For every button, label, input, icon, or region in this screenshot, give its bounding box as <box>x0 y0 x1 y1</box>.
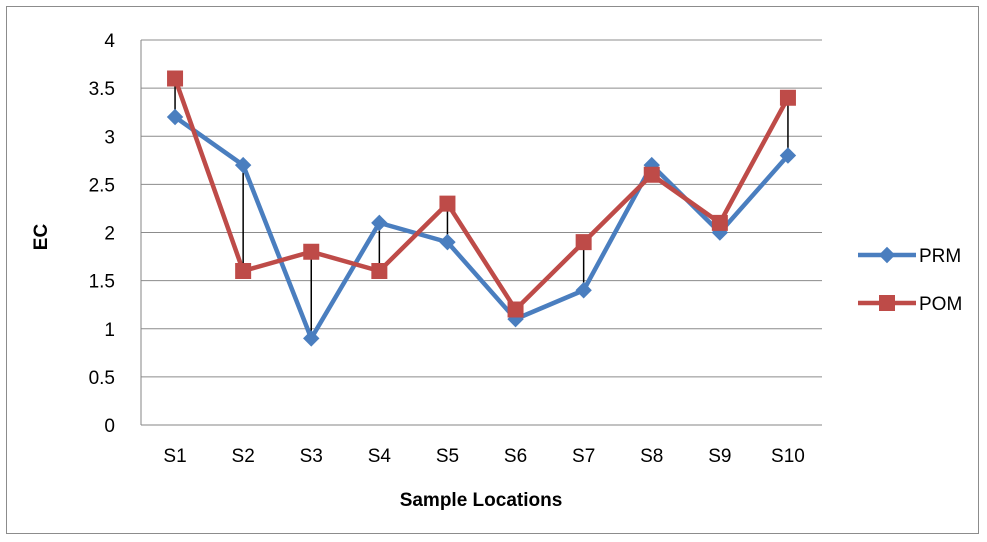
y-tick-label: 4 <box>104 31 115 52</box>
data-point-prm <box>779 147 797 164</box>
data-point-pom <box>507 301 524 318</box>
x-tick-label: S10 <box>771 446 805 467</box>
series-pom <box>167 70 796 318</box>
data-point-prm <box>371 214 388 232</box>
data-point-pom <box>167 70 184 87</box>
series-line-prm <box>173 115 790 341</box>
data-point-pom <box>575 234 592 251</box>
gridlines <box>140 39 822 426</box>
x-tick-label: S7 <box>572 446 595 467</box>
data-point-pom <box>303 243 320 260</box>
legend-marker <box>878 246 896 264</box>
legend-label: POM <box>919 294 962 315</box>
y-tick-label: 1.5 <box>89 272 115 293</box>
y-tick-label: 1 <box>104 320 115 341</box>
x-tick-labels: S1 S2 S3 S4 S5 S6 S7 S8 S9 S10 <box>163 446 804 467</box>
data-point-pom <box>711 214 728 231</box>
x-tick-label: S2 <box>232 446 255 467</box>
data-point-prm <box>575 282 592 299</box>
y-tick-label: 2.5 <box>89 175 115 196</box>
data-point-pom <box>779 89 796 106</box>
legend-label: PRM <box>919 246 961 267</box>
legend-item-pom: POM <box>858 294 962 315</box>
x-tick-label: S1 <box>163 446 186 467</box>
y-tick-labels: 0 0.5 1 1.5 2 2.5 3 3.5 4 <box>89 31 116 437</box>
x-axis-title: Sample Locations <box>400 490 563 511</box>
data-point-pom <box>439 195 456 212</box>
series-group <box>166 70 797 347</box>
y-tick-label: 2 <box>104 224 115 245</box>
x-tick-label: S3 <box>300 446 323 467</box>
data-point-pom <box>235 263 252 279</box>
data-point-prm <box>303 330 320 347</box>
legend-marker <box>879 295 895 311</box>
data-point-pom <box>371 263 388 279</box>
y-tick-label: 3 <box>104 127 115 148</box>
data-point-prm <box>166 108 184 126</box>
data-point-pom <box>643 166 660 183</box>
series-line-pom <box>172 77 790 312</box>
y-tick-label: 0 <box>104 416 115 437</box>
data-point-prm <box>439 233 456 251</box>
x-tick-label: S5 <box>436 446 459 467</box>
x-tick-label: S8 <box>640 446 663 467</box>
x-tick-label: S9 <box>708 446 731 467</box>
x-tick-label: S4 <box>368 446 392 467</box>
y-axis-title: EC <box>31 224 52 251</box>
series-prm <box>166 108 797 347</box>
legend: PRM POM <box>858 246 962 315</box>
legend-item-prm: PRM <box>858 246 961 267</box>
x-tick-label: S6 <box>504 446 527 467</box>
data-point-prm <box>234 156 252 174</box>
y-tick-label: 3.5 <box>89 79 115 100</box>
y-tick-label: 0.5 <box>89 368 115 389</box>
